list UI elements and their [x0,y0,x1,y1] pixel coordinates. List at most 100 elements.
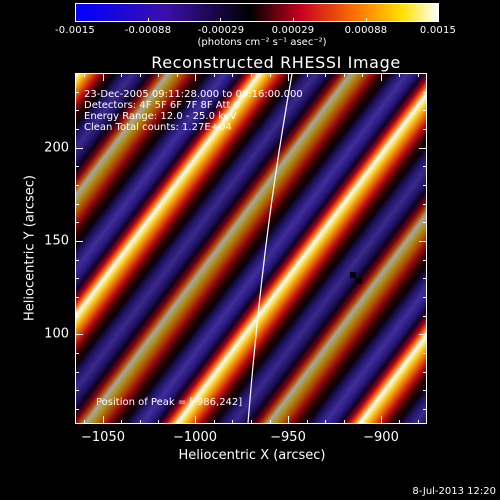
x-minor-tick [232,420,233,424]
y-major-tick [419,334,427,335]
x-major-tick [195,73,196,81]
y-major-tick [75,148,83,149]
y-minor-tick [75,129,79,130]
x-minor-tick [251,73,252,77]
colorbar-tick [148,18,149,22]
colorbar-label: 0.0015 [419,25,457,36]
colorbar [75,3,439,22]
x-minor-tick [214,420,215,424]
colorbar-tick [220,18,221,22]
peak-position-label: Position of Peak = [-986,242] [96,397,243,408]
x-minor-tick [84,420,85,424]
y-minor-tick [75,204,79,205]
y-minor-tick [423,129,427,130]
x-axis-title: Heliocentric X (arcsec) [178,448,326,463]
colorbar-tick [293,18,294,22]
x-major-tick [381,73,382,81]
y-minor-tick [75,278,79,279]
y-minor-tick [423,92,427,93]
x-major-tick [103,73,104,81]
x-minor-tick [214,73,215,77]
x-tick-label: −1000 [173,430,217,445]
x-major-tick [288,416,289,424]
y-major-tick [419,241,427,242]
y-tick-label: 100 [44,326,69,342]
y-major-tick [419,148,427,149]
colorbar-label: 0.00088 [344,25,388,36]
chart-title: Reconstructed RHESSI Image [151,53,401,72]
x-major-tick [103,416,104,424]
y-minor-tick [423,409,427,410]
info-detectors: Detectors: 4F 5F 6F 7F 8F Att 0 [84,100,240,111]
y-major-tick [75,334,83,335]
x-minor-tick [232,73,233,77]
colorbar-label: -0.0015 [55,25,95,36]
info-time-range: 23-Dec-2005 09:11:28.000 to 09:16:00.000 [84,89,303,100]
heatmap-image [76,74,426,423]
colorbar-tick [366,18,367,22]
colorbar-tick [438,18,439,22]
y-minor-tick [423,222,427,223]
x-tick-label: −950 [270,430,306,445]
x-tick-label: −1050 [81,430,125,445]
y-minor-tick [423,185,427,186]
x-minor-tick [140,420,141,424]
x-minor-tick [399,73,400,77]
y-minor-tick [75,316,79,317]
y-minor-tick [423,204,427,205]
y-minor-tick [423,297,427,298]
x-minor-tick [344,420,345,424]
y-tick-label: 150 [44,233,69,249]
colorbar-label: 0.00029 [271,25,315,36]
colorbar-label: -0.00029 [197,25,245,36]
x-minor-tick [344,73,345,77]
x-minor-tick [251,420,252,424]
y-minor-tick [75,222,79,223]
x-minor-tick [84,73,85,77]
y-minor-tick [423,316,427,317]
y-minor-tick [75,260,79,261]
x-minor-tick [418,73,419,77]
y-minor-tick [75,297,79,298]
timestamp-footer: 8-Jul-2013 12:20 [412,486,496,497]
x-minor-tick [158,73,159,77]
y-tick-label: 200 [44,140,69,156]
x-minor-tick [121,420,122,424]
x-minor-tick [270,420,271,424]
x-minor-tick [177,73,178,77]
x-minor-tick [307,420,308,424]
y-minor-tick [75,92,79,93]
y-minor-tick [75,409,79,410]
info-clean-counts: Clean Total counts: 1.27E+04 [84,122,232,133]
x-minor-tick [140,73,141,77]
y-minor-tick [423,372,427,373]
colorbar-tick [75,18,76,22]
y-minor-tick [423,166,427,167]
x-minor-tick [418,420,419,424]
y-minor-tick [423,353,427,354]
x-minor-tick [399,420,400,424]
x-major-tick [381,416,382,424]
info-energy-range: Energy Range: 12.0 - 25.0 keV [84,111,237,122]
colorbar-label: -0.00088 [124,25,172,36]
colorbar-unit: (photons cm⁻² s⁻¹ asec⁻²) [197,37,327,48]
y-minor-tick [75,353,79,354]
x-minor-tick [362,73,363,77]
x-minor-tick [121,73,122,77]
x-minor-tick [325,420,326,424]
y-minor-tick [75,390,79,391]
x-major-tick [195,416,196,424]
x-tick-label: −900 [363,430,399,445]
peak-marker [350,272,356,278]
y-axis-title: Heliocentric Y (arcsec) [22,175,38,321]
image-plot-area: 23-Dec-2005 09:11:28.000 to 09:16:00.000… [75,73,427,424]
x-minor-tick [307,73,308,77]
x-minor-tick [270,73,271,77]
x-major-tick [288,73,289,81]
y-minor-tick [423,390,427,391]
x-minor-tick [362,420,363,424]
y-major-tick [75,241,83,242]
y-minor-tick [423,260,427,261]
x-minor-tick [177,420,178,424]
x-minor-tick [325,73,326,77]
